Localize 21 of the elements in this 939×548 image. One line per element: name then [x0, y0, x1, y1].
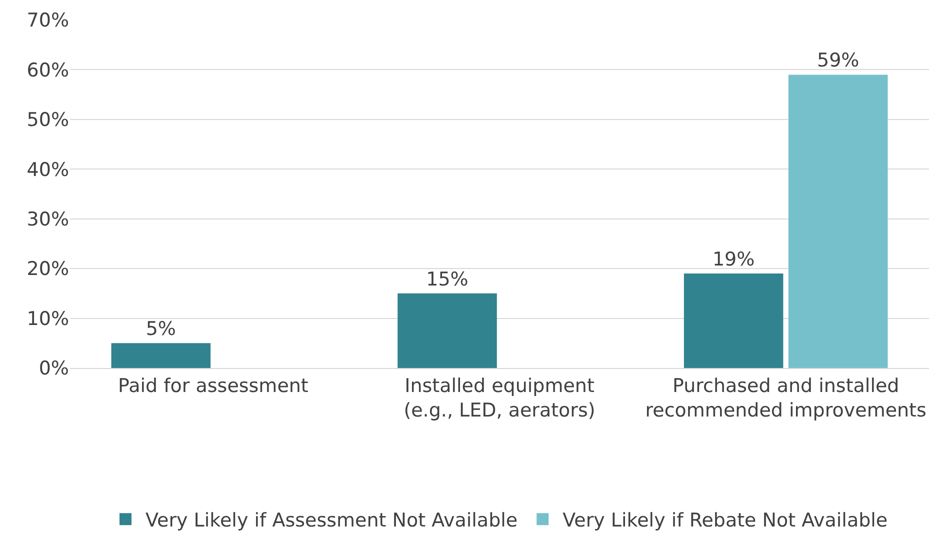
x-tick-label: Purchased and installed recommended improvements: [645, 374, 926, 422]
y-tick-label: 30%: [26, 208, 69, 231]
y-tick-label: 60%: [26, 59, 69, 82]
y-tick-label: 70%: [26, 10, 69, 32]
y-tick-label: 0%: [38, 358, 69, 380]
bar: [788, 74, 888, 368]
y-tick-label: 40%: [26, 158, 69, 181]
x-tick-label: Paid for assessment: [118, 374, 308, 397]
data-label: 5%: [146, 318, 176, 340]
x-tick-label: Installed equipment (e.g., LED, aerators): [404, 374, 596, 422]
data-label: 19%: [712, 248, 755, 271]
y-tick-label: 10%: [26, 308, 69, 330]
bar: [398, 293, 497, 368]
data-label: 59%: [816, 50, 860, 72]
legend-label: Very Likely if Assessment Not Available: [146, 510, 518, 532]
bar: [111, 343, 211, 368]
y-tick-label: 20%: [26, 258, 69, 280]
bar: [684, 274, 784, 368]
data-label: 15%: [426, 268, 468, 290]
y-tick-label: 50%: [26, 109, 69, 132]
legend-label: Very Likely if Rebate Not Available: [562, 510, 888, 532]
